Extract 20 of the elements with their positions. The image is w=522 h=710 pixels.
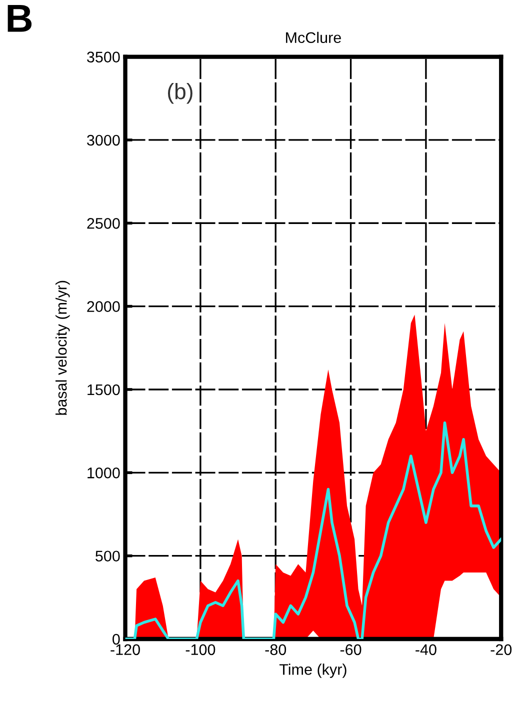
line-series bbox=[125, 421, 502, 639]
x-tick-label: -40 bbox=[416, 644, 436, 656]
x-tick-label: -100 bbox=[186, 644, 216, 656]
y-tick-label: 2500 bbox=[87, 218, 120, 229]
chart-title: McClure bbox=[286, 32, 341, 44]
y-tick-label: 3000 bbox=[87, 134, 120, 146]
x-tick-label: -80 bbox=[265, 644, 286, 656]
y-tick-label: 0 bbox=[112, 634, 120, 645]
y-axis-title: basal velocity (m/yr) bbox=[56, 280, 70, 415]
annotation: (b) bbox=[168, 83, 192, 104]
y-tick-label: 500 bbox=[96, 550, 120, 562]
x-tick-label: -60 bbox=[340, 644, 362, 656]
y-tick-label: 1500 bbox=[88, 384, 120, 396]
y-tick-label: 2000 bbox=[87, 301, 120, 312]
text: B bbox=[8, 4, 32, 32]
y-tick-label: 3500 bbox=[87, 52, 120, 62]
x-tick-label: -20 bbox=[490, 644, 512, 656]
y-tick-label: 1000 bbox=[88, 468, 120, 478]
x-tick-label: -120 bbox=[110, 644, 140, 656]
x-axis-title: Time (kyr) bbox=[279, 664, 346, 678]
